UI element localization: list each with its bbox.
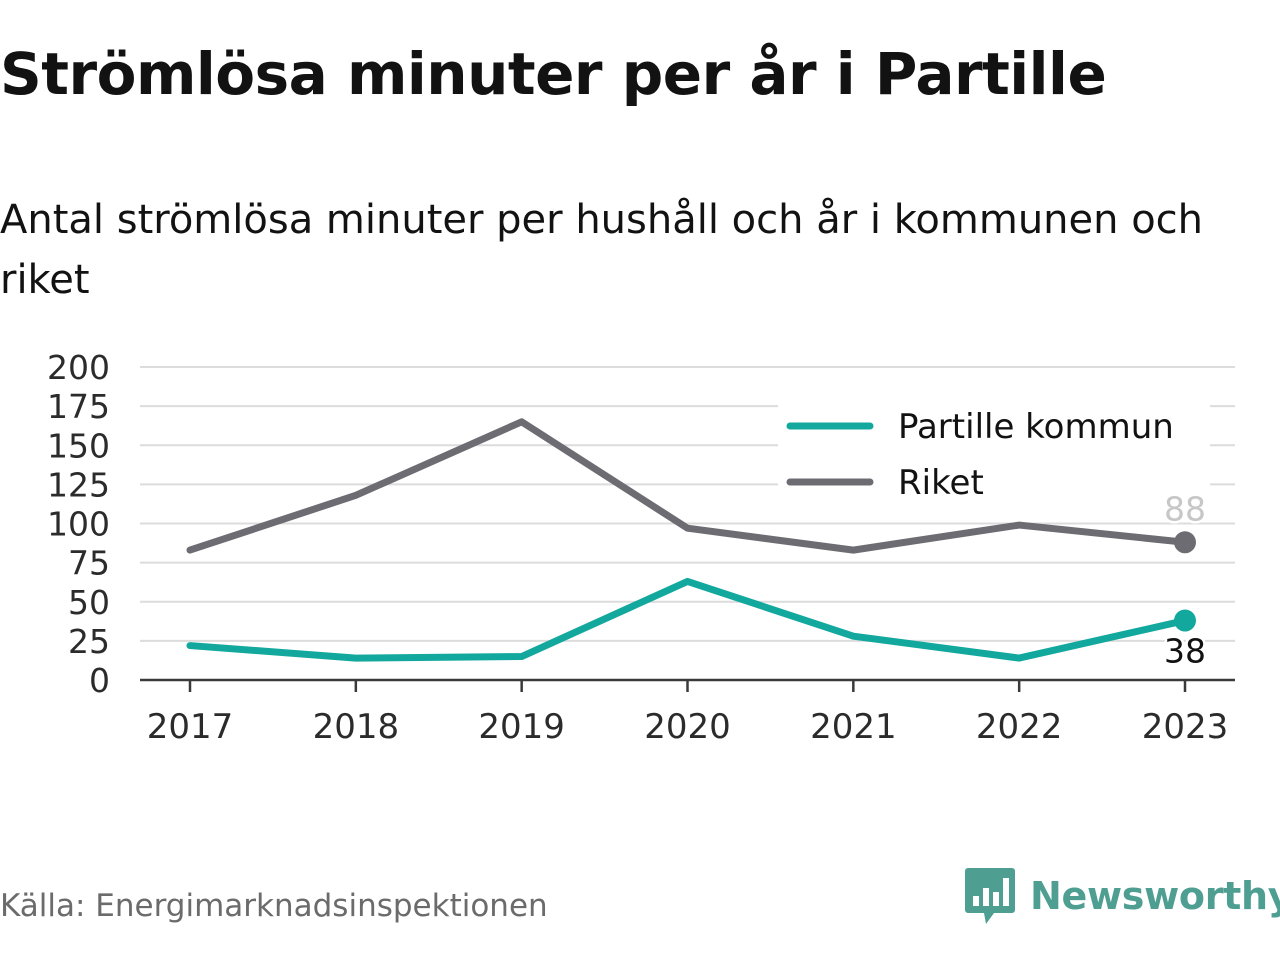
source-note: Källa: Energimarknadsinspektionen [0,888,548,924]
y-tick-label: 75 [68,544,110,583]
legend-label: Riket [898,463,984,503]
chart-title: Strömlösa minuter per år i Partille [0,40,1107,108]
y-tick-label: 100 [47,505,110,544]
end-labels: 38 88 [1162,487,1209,673]
grid-lines [140,366,1235,642]
y-tick-label: 150 [47,426,110,465]
legend: Partille kommun Riket [778,402,1210,503]
x-tick-label: 2018 [313,707,400,747]
series-lines [186,418,1196,662]
brand-name: Newsworthy [1030,874,1280,918]
end-label-partille: 38 [1164,632,1206,671]
x-axis: 2017 2018 2019 2020 2021 2022 2023 [140,678,1235,747]
y-tick-label: 0 [89,661,110,700]
legend-label: Partille kommun [898,407,1174,447]
series-line [186,577,1189,662]
series-end-marker [1174,609,1196,632]
end-label-riket: 88 [1164,489,1206,528]
y-tick-label: 175 [47,387,110,426]
y-tick-label: 25 [68,622,110,661]
x-tick-label: 2020 [644,707,731,747]
y-tick-label: 125 [47,465,110,504]
newsworthy-logo-icon [965,868,1015,924]
brand[interactable]: Newsworthy [964,864,1280,928]
x-tick-label: 2021 [810,707,897,747]
chart-subtitle: Antal strömlösa minuter per hushåll och … [0,197,1204,303]
y-tick-label: 50 [68,583,110,622]
x-tick-label: 2019 [478,707,565,747]
series-end-marker [1174,531,1196,554]
x-tick-label: 2022 [976,707,1063,747]
series-line [186,418,1189,554]
x-tick-label: 2017 [147,707,234,747]
y-tick-label: 200 [47,348,110,387]
x-tick-label: 2023 [1142,707,1229,747]
